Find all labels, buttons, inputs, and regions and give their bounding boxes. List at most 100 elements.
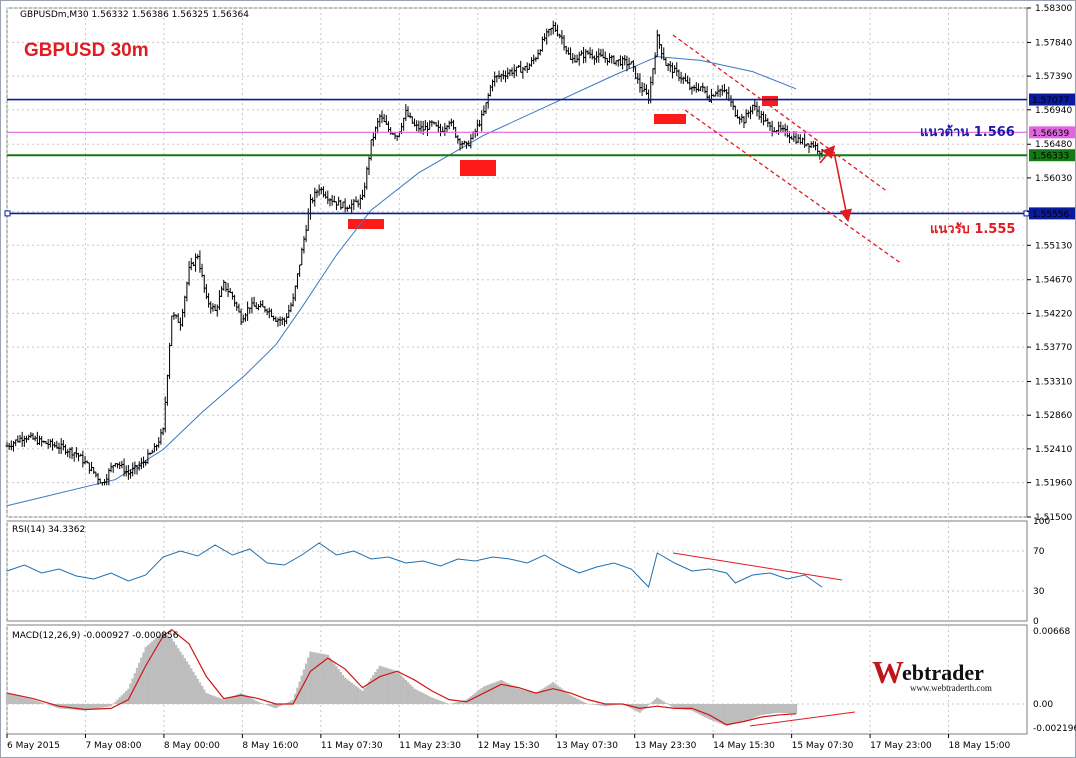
macd-bar xyxy=(36,701,39,705)
macd-bar xyxy=(304,663,308,705)
macd-bar xyxy=(244,695,247,705)
macd-bar xyxy=(389,669,392,705)
macd-bar xyxy=(504,682,507,705)
rsi-axis: 100 70 30 0 xyxy=(1033,517,1050,627)
macd-bar xyxy=(515,687,518,705)
macd-bar xyxy=(259,702,262,705)
macd-bar xyxy=(326,654,329,705)
macd-bar xyxy=(341,674,345,705)
macd-bar xyxy=(731,704,735,725)
macd-bar xyxy=(92,704,95,710)
macd-bar xyxy=(584,702,587,705)
time-tick-label: 18 May 15:00 xyxy=(949,741,1011,751)
macd-bar xyxy=(777,704,780,713)
macd-bar xyxy=(10,694,13,705)
macd-bar xyxy=(192,671,195,705)
macd-bar xyxy=(356,687,360,705)
macd-bar xyxy=(174,644,178,705)
macd-bar xyxy=(721,704,724,725)
macd-bar xyxy=(172,641,176,705)
rsi-trendline xyxy=(672,552,843,581)
macd-bar xyxy=(606,704,609,706)
macd-bar xyxy=(315,652,319,705)
macd-bar xyxy=(96,704,100,709)
macd-bar xyxy=(662,701,665,705)
macd-bar xyxy=(274,704,277,709)
macd-bar xyxy=(270,704,273,707)
rsi-panel xyxy=(6,542,1027,592)
rsi-line xyxy=(6,542,823,588)
macd-bar xyxy=(686,704,689,711)
macd-bar xyxy=(417,690,421,705)
macd-bar xyxy=(333,663,336,705)
macd-bar xyxy=(369,678,373,705)
macd-bar xyxy=(426,695,429,705)
zone-marker xyxy=(460,160,496,176)
macd-bar xyxy=(788,704,791,714)
macd-bar xyxy=(430,697,434,705)
macd-bar xyxy=(486,684,490,705)
macd-bar xyxy=(400,675,403,705)
logo-w-glyph: W xyxy=(872,654,904,690)
macd-bar xyxy=(246,696,249,705)
macd-bar xyxy=(567,693,570,705)
macd-bar xyxy=(773,704,776,714)
macd-bar xyxy=(690,704,694,711)
macd-bar xyxy=(653,699,657,705)
macd-bar xyxy=(216,697,219,705)
macd-bar xyxy=(608,704,611,706)
horizontal-levels[interactable] xyxy=(4,98,1030,217)
macd-bar xyxy=(66,704,69,710)
chart-title: GBPUSD 30m xyxy=(24,40,149,61)
macd-bar xyxy=(116,699,119,705)
macd-bar xyxy=(361,690,364,705)
macd-bar xyxy=(434,699,438,705)
macd-bar xyxy=(534,693,538,705)
price-axis: 1.58300 1.57840 1.57390 1.56940 1.56480 1.560… xyxy=(1027,4,1072,523)
macd-bar xyxy=(790,704,793,714)
macd-bar xyxy=(770,704,774,714)
rsi-tick-label: 100 xyxy=(1033,517,1050,527)
macd-bar xyxy=(692,704,696,712)
macd-tick-label: 0.00 xyxy=(1033,700,1053,710)
macd-bar xyxy=(554,683,557,705)
macd-bar xyxy=(16,695,20,705)
price-candles xyxy=(5,20,824,486)
macd-bar xyxy=(72,704,76,710)
macd-bar xyxy=(378,665,382,705)
macd-bar xyxy=(255,700,258,705)
price-tag-bg xyxy=(1029,93,1075,106)
macd-bar xyxy=(593,704,596,705)
macd-bar xyxy=(517,688,520,705)
macd-bar xyxy=(118,697,121,705)
time-tick-label: 11 May 07:30 xyxy=(321,741,383,751)
macd-bar xyxy=(120,695,124,705)
macd-bar xyxy=(114,701,117,705)
macd-bar xyxy=(346,679,349,705)
macd-bar xyxy=(40,702,43,705)
macd-bar xyxy=(107,704,111,707)
price-tick-label: 1.57390 xyxy=(1035,72,1072,82)
macd-bar xyxy=(478,689,481,705)
macd-bar xyxy=(153,639,156,705)
macd-bar xyxy=(339,672,343,705)
macd-bar xyxy=(122,693,126,705)
macd-bar xyxy=(391,669,395,705)
macd-bar xyxy=(710,704,713,721)
macd-bar xyxy=(545,686,548,705)
macd-bar xyxy=(723,704,726,726)
macd-bar xyxy=(495,681,499,705)
macd-bar xyxy=(415,689,418,705)
macd-bar xyxy=(352,684,356,705)
macd-bar xyxy=(343,677,347,705)
macd-bar xyxy=(682,704,685,710)
macd-bar xyxy=(385,667,388,705)
macd-bar xyxy=(738,704,741,723)
time-tick-label: 13 May 07:30 xyxy=(556,741,618,751)
macd-bar xyxy=(135,667,139,705)
macd-bar xyxy=(476,691,479,705)
macd-bar xyxy=(242,694,245,705)
macd-bar xyxy=(68,704,72,710)
time-tick-label: 15 May 07:30 xyxy=(792,741,854,751)
